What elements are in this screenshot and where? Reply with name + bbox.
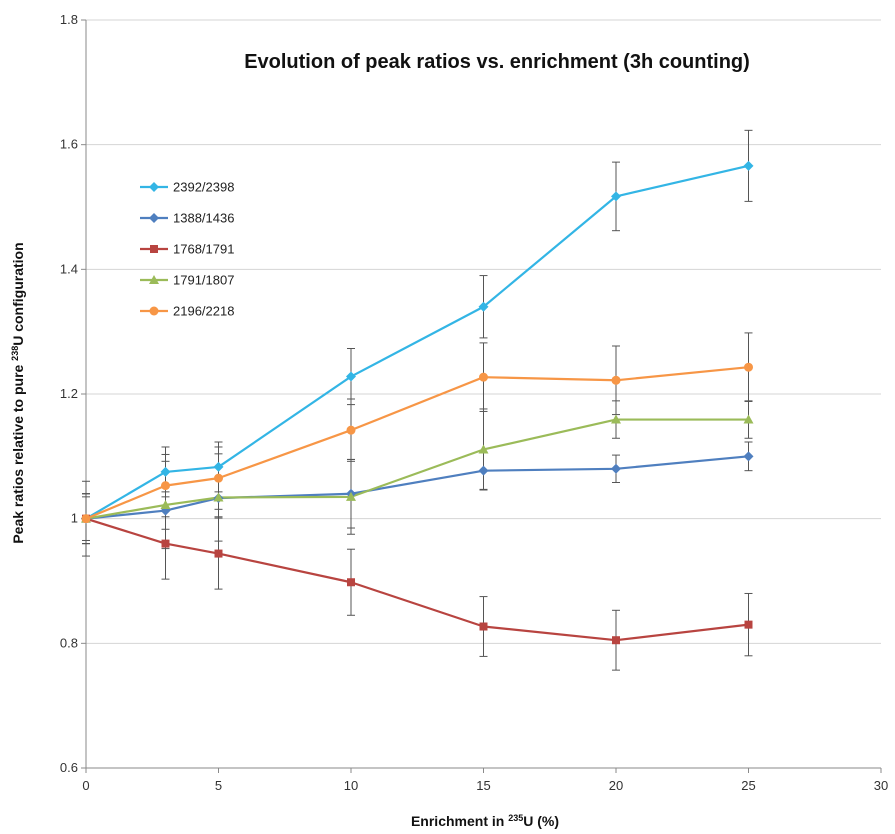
data-point-circle xyxy=(214,473,223,483)
legend-item-2392-2398: 2392/2398 xyxy=(140,180,234,195)
data-point-circle xyxy=(479,372,488,382)
series-line-2196-2218 xyxy=(85,366,749,520)
data-point-diamond xyxy=(149,213,159,223)
x-axis-title-suffix: U (%) xyxy=(523,813,559,829)
y-tick-label: 1.8 xyxy=(60,12,78,27)
x-axis-title: Enrichment in 235U (%) xyxy=(411,813,559,829)
data-point-circle xyxy=(161,481,170,491)
data-point-triangle xyxy=(149,275,159,284)
markers-1791-1807 xyxy=(81,414,754,523)
markers-2196-2218 xyxy=(81,362,753,524)
data-point-diamond xyxy=(160,466,171,477)
y-tick-label: 0.6 xyxy=(60,760,78,775)
error-bars-2196-2218 xyxy=(82,332,753,545)
legend-label: 2196/2218 xyxy=(173,304,234,319)
x-tick-label: 10 xyxy=(344,778,358,793)
markers-1388-1436 xyxy=(81,451,754,524)
data-point-triangle xyxy=(611,414,621,424)
data-point-square xyxy=(479,622,488,631)
y-axis-title-suffix: U configuration xyxy=(10,242,26,345)
legend-label: 1768/1791 xyxy=(173,242,234,257)
series xyxy=(81,129,754,671)
data-point-diamond xyxy=(611,191,621,202)
y-tick-label: 1 xyxy=(71,511,78,526)
x-tick-label: 30 xyxy=(874,778,888,793)
x-tick-label: 0 xyxy=(82,778,89,793)
y-tick-label: 0.8 xyxy=(60,635,78,650)
data-point-circle xyxy=(346,425,356,435)
legend-item-1791-1807: 1791/1807 xyxy=(140,273,234,288)
x-tick-label: 15 xyxy=(476,778,490,793)
data-point-square xyxy=(347,578,355,587)
data-point-triangle xyxy=(743,414,754,424)
data-point-circle xyxy=(744,362,753,372)
legend-label: 2392/2398 xyxy=(173,180,234,195)
x-axis-title-prefix: Enrichment in xyxy=(411,813,508,829)
legend-label: 1388/1436 xyxy=(173,211,234,226)
error-bars-1388-1436 xyxy=(82,441,753,541)
data-point-square xyxy=(161,539,170,548)
chart-title: Evolution of peak ratios vs. enrichment … xyxy=(244,51,750,73)
data-point-circle xyxy=(81,514,91,524)
data-point-diamond xyxy=(743,451,754,462)
legend-item-1388-1436: 1388/1436 xyxy=(140,211,234,226)
data-point-diamond xyxy=(611,463,621,474)
data-point-triangle xyxy=(346,491,356,501)
data-point-diamond xyxy=(149,182,159,192)
legend-item-1768-1791: 1768/1791 xyxy=(140,242,234,257)
error-bars-1791-1807 xyxy=(82,400,753,557)
y-tick-label: 1.6 xyxy=(60,137,78,152)
series-line-1768-1791 xyxy=(85,517,749,642)
x-tick-label: 25 xyxy=(741,778,755,793)
y-axis-title-sup: 238 xyxy=(10,346,20,361)
y-axis-title: Peak ratios relative to pure 238U config… xyxy=(10,242,26,543)
legend-label: 1791/1807 xyxy=(173,273,234,288)
data-point-square xyxy=(612,636,620,645)
axes xyxy=(81,19,882,773)
tick-labels: 0.6 0.8 1 1.2 1.4 1.6 1.8 0 5 10 15 20 25 30 xyxy=(60,12,888,793)
legend: 2392/2398 1388/1436 1768/1791 1791/1807 2196… xyxy=(140,180,234,319)
data-point-circle xyxy=(149,306,159,316)
x-axis-title-sup: 235 xyxy=(508,813,523,823)
y-tick-label: 1.2 xyxy=(60,386,78,401)
data-point-diamond xyxy=(346,371,356,382)
data-point-square xyxy=(744,620,753,629)
data-point-circle xyxy=(611,375,621,385)
data-point-diamond xyxy=(478,465,489,476)
data-point-triangle xyxy=(478,444,489,454)
data-point-diamond xyxy=(743,160,754,171)
data-point-diamond xyxy=(213,461,224,472)
data-point-triangle xyxy=(160,499,171,509)
legend-item-2196-2218: 2196/2218 xyxy=(140,304,234,319)
data-point-triangle xyxy=(213,492,224,502)
data-point-square xyxy=(214,549,223,558)
x-tick-label: 20 xyxy=(609,778,623,793)
markers-1768-1791 xyxy=(82,514,753,645)
series-line-1388-1436 xyxy=(85,455,749,520)
x-tick-label: 5 xyxy=(215,778,222,793)
y-tick-label: 1.4 xyxy=(60,261,78,276)
y-axis-title-prefix: Peak ratios relative to pure xyxy=(10,361,26,544)
data-point-diamond xyxy=(478,301,489,312)
data-point-square xyxy=(150,245,158,253)
